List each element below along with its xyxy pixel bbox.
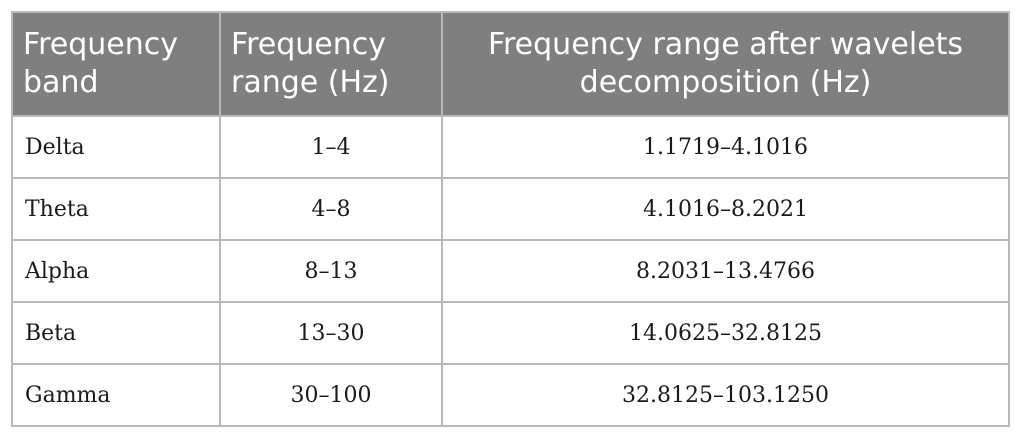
cell-band: Theta bbox=[11, 177, 221, 241]
table-body: Delta 1–4 1.1719–4.1016 Theta 4–8 4.1016… bbox=[11, 115, 1010, 427]
table-row: Gamma 30–100 32.8125–103.1250 bbox=[11, 363, 1010, 427]
cell-wavelet-range: 1.1719–4.1016 bbox=[441, 115, 1010, 179]
cell-band: Gamma bbox=[11, 363, 221, 427]
header-text-line: Frequency range after wavelets bbox=[487, 27, 964, 62]
cell-wavelet-range: 14.0625–32.8125 bbox=[441, 301, 1010, 365]
cell-range: 4–8 bbox=[219, 177, 443, 241]
cell-range: 30–100 bbox=[219, 363, 443, 427]
cell-wavelet-range: 32.8125–103.1250 bbox=[441, 363, 1010, 427]
header-frequency-band: Frequency band bbox=[11, 11, 221, 117]
header-frequency-range: Frequency range (Hz) bbox=[219, 11, 443, 117]
header-wavelet-range: Frequency range after wavelets decomposi… bbox=[441, 11, 1010, 117]
table-row: Alpha 8–13 8.2031–13.4766 bbox=[11, 239, 1010, 303]
frequency-band-table-container: Frequency band Frequency range (Hz) Freq… bbox=[11, 11, 1010, 428]
cell-band: Delta bbox=[11, 115, 221, 179]
table-row: Delta 1–4 1.1719–4.1016 bbox=[11, 115, 1010, 179]
header-text-line: range (Hz) bbox=[231, 65, 390, 100]
cell-range: 1–4 bbox=[219, 115, 443, 179]
cell-wavelet-range: 4.1016–8.2021 bbox=[441, 177, 1010, 241]
header-row: Frequency band Frequency range (Hz) Freq… bbox=[11, 11, 1010, 117]
header-text-line: band bbox=[23, 65, 99, 100]
header-text-line: decomposition (Hz) bbox=[579, 65, 872, 100]
header-text-line: Frequency bbox=[231, 27, 386, 62]
cell-range: 13–30 bbox=[219, 301, 443, 365]
cell-band: Beta bbox=[11, 301, 221, 365]
table-header: Frequency band Frequency range (Hz) Freq… bbox=[11, 11, 1010, 117]
table-row: Theta 4–8 4.1016–8.2021 bbox=[11, 177, 1010, 241]
cell-range: 8–13 bbox=[219, 239, 443, 303]
header-text-line: Frequency bbox=[23, 27, 178, 62]
cell-wavelet-range: 8.2031–13.4766 bbox=[441, 239, 1010, 303]
cell-band: Alpha bbox=[11, 239, 221, 303]
frequency-band-table: Frequency band Frequency range (Hz) Freq… bbox=[11, 11, 1010, 427]
table-row: Beta 13–30 14.0625–32.8125 bbox=[11, 301, 1010, 365]
